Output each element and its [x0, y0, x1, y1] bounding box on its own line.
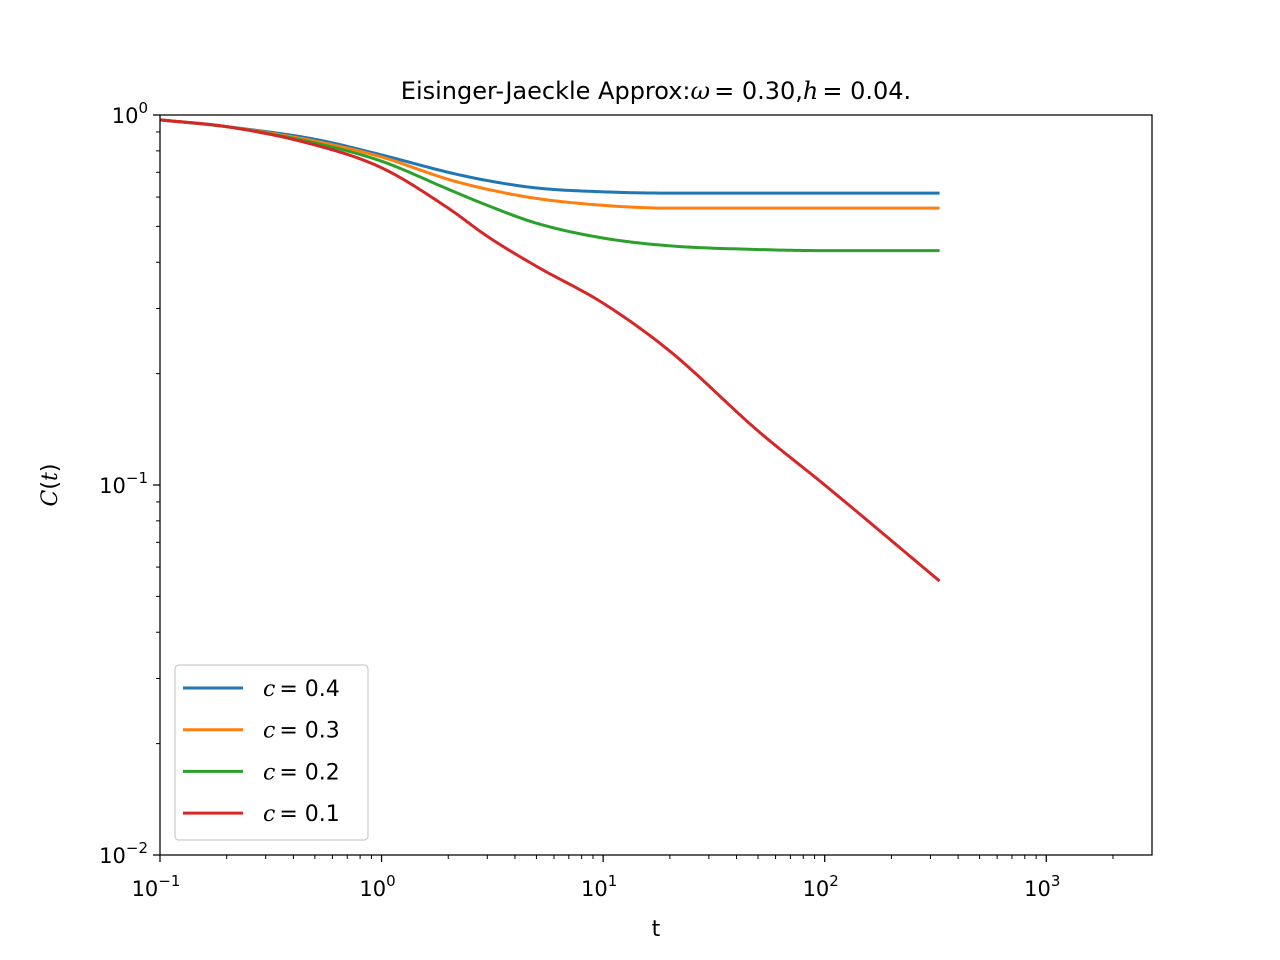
x-tick-label-exp: −1 — [158, 872, 180, 890]
x-tick-label: 100 — [359, 872, 395, 901]
x-tick-label-exp: 1 — [608, 872, 618, 890]
legend-label-var: c — [263, 677, 275, 702]
x-tick-label: 101 — [581, 872, 617, 901]
y-axis-label-symbol: C — [38, 489, 63, 506]
y-axis-label-open: ( — [38, 481, 63, 490]
legend-label: c = 0.4 — [263, 677, 340, 702]
chart-title: Eisinger-Jaeckle Approx:ω = 0.30,h = 0.04. — [401, 77, 911, 105]
legend-label-var: c — [263, 719, 275, 744]
legend: c = 0.4c = 0.3c = 0.2c = 0.1 — [174, 664, 369, 841]
x-axis-label: t — [652, 917, 661, 942]
x-tick-label-base: 10 — [132, 877, 159, 901]
chart-title-omega-value: = 0.30, — [714, 77, 803, 105]
y-tick-label: 100 — [112, 99, 148, 128]
x-tick-label-exp: 3 — [1051, 872, 1061, 890]
legend-label-var: c — [263, 760, 275, 785]
legend-label-var: c — [263, 802, 275, 827]
legend-label: c = 0.1 — [263, 802, 340, 827]
chart-title-h: h — [803, 77, 818, 105]
chart-title-omega: ω — [691, 77, 711, 105]
legend-label-value: = 0.1 — [279, 802, 339, 827]
x-tick-label-exp: 0 — [386, 872, 396, 890]
chart-title-h-value: = 0.04. — [822, 77, 911, 105]
x-tick-label: 103 — [1024, 872, 1060, 901]
x-tick-label: 10−1 — [132, 872, 181, 901]
y-tick-label-exp: −1 — [126, 469, 148, 487]
x-tick-label-base: 10 — [803, 877, 830, 901]
y-tick-label-exp: −2 — [126, 839, 148, 857]
x-axis-ticks: 10−1 100 101 102 103 — [132, 855, 1114, 901]
x-tick-label-base: 10 — [581, 877, 608, 901]
legend-label-value: = 0.3 — [279, 719, 339, 744]
legend-label-value: = 0.4 — [279, 677, 339, 702]
y-tick-label: 10−1 — [99, 469, 148, 498]
y-tick-label-base: 10 — [99, 844, 126, 868]
plot-area — [159, 118, 941, 583]
y-axis-label: C(t) — [38, 464, 63, 507]
y-axis-label-close: ) — [38, 464, 63, 473]
legend-box — [174, 664, 369, 841]
chart-title-prefix: Eisinger-Jaeckle Approx: — [401, 77, 691, 105]
legend-label: c = 0.2 — [263, 760, 340, 785]
x-tick-label-exp: 2 — [829, 872, 839, 890]
x-tick-label: 102 — [803, 872, 839, 901]
x-tick-label-base: 10 — [1024, 877, 1051, 901]
legend-label: c = 0.3 — [263, 719, 340, 744]
series-line-4 — [159, 118, 941, 583]
legend-label-value: = 0.2 — [279, 760, 339, 785]
y-axis-label-var: t — [38, 472, 63, 481]
y-tick-label-base: 10 — [99, 474, 126, 498]
y-tick-label: 10−2 — [99, 839, 148, 868]
x-tick-label-base: 10 — [359, 877, 386, 901]
y-tick-label-exp: 0 — [138, 99, 148, 117]
y-tick-label-base: 10 — [112, 104, 139, 128]
